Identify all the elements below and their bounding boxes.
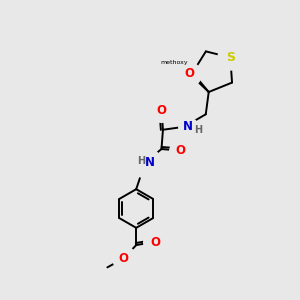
Text: N: N — [183, 120, 193, 133]
Text: N: N — [145, 156, 154, 169]
Text: O: O — [157, 104, 166, 117]
Text: O: O — [176, 144, 186, 157]
Text: O: O — [119, 252, 129, 265]
Text: methoxy: methoxy — [160, 60, 188, 65]
Text: H: H — [195, 125, 203, 135]
Text: H: H — [137, 156, 146, 166]
Text: O: O — [184, 67, 194, 80]
Text: S: S — [226, 51, 235, 64]
Text: O: O — [150, 236, 160, 249]
